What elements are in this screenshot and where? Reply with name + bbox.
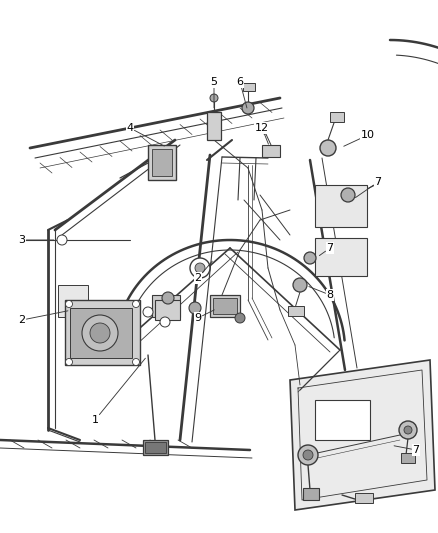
Bar [288, 306, 304, 316]
Text: 7: 7 [394, 445, 420, 455]
Bar [152, 149, 172, 176]
Circle shape [320, 140, 336, 156]
Text: 4: 4 [127, 123, 164, 146]
Bar [315, 185, 367, 227]
Bar [355, 493, 373, 503]
Circle shape [303, 450, 313, 460]
Circle shape [298, 445, 318, 465]
Circle shape [190, 258, 210, 278]
Bar [155, 300, 180, 320]
Circle shape [82, 315, 118, 351]
Bar [148, 145, 176, 180]
Bar [145, 442, 166, 453]
Bar [315, 400, 370, 440]
Circle shape [143, 307, 153, 317]
Circle shape [195, 263, 205, 273]
Circle shape [293, 278, 307, 292]
Circle shape [66, 301, 73, 308]
Bar [207, 112, 221, 140]
Text: 5: 5 [211, 77, 218, 108]
Circle shape [133, 301, 139, 308]
Text: 6: 6 [237, 77, 247, 108]
Circle shape [404, 426, 412, 434]
Bar [213, 298, 237, 314]
Text: 7: 7 [319, 243, 334, 256]
Text: 8: 8 [309, 287, 334, 300]
Circle shape [242, 102, 254, 114]
Bar [210, 295, 240, 317]
Bar [303, 488, 319, 500]
Circle shape [160, 317, 170, 327]
Bar [243, 83, 255, 91]
Bar [152, 295, 180, 317]
Circle shape [210, 94, 218, 102]
Bar [70, 308, 132, 358]
Text: 2: 2 [18, 311, 68, 325]
Text: 10: 10 [344, 130, 375, 146]
Circle shape [235, 313, 245, 323]
Text: 3: 3 [18, 235, 54, 245]
Circle shape [66, 359, 73, 366]
Circle shape [57, 235, 67, 245]
Circle shape [399, 421, 417, 439]
Circle shape [90, 323, 110, 343]
Polygon shape [290, 360, 435, 510]
Bar [330, 112, 344, 122]
Text: 12: 12 [255, 123, 269, 144]
Bar [315, 238, 367, 276]
Circle shape [162, 292, 174, 304]
Bar [58, 285, 88, 317]
Bar [401, 453, 415, 463]
Circle shape [189, 302, 201, 314]
Text: 1: 1 [92, 358, 145, 425]
Bar [262, 145, 280, 157]
Circle shape [261, 126, 269, 134]
Text: 2: 2 [194, 261, 212, 283]
Text: 9: 9 [194, 310, 214, 323]
Text: 7: 7 [355, 177, 381, 198]
Circle shape [341, 188, 355, 202]
Circle shape [133, 359, 139, 366]
Bar [143, 440, 168, 455]
Circle shape [304, 252, 316, 264]
Bar [65, 300, 140, 365]
